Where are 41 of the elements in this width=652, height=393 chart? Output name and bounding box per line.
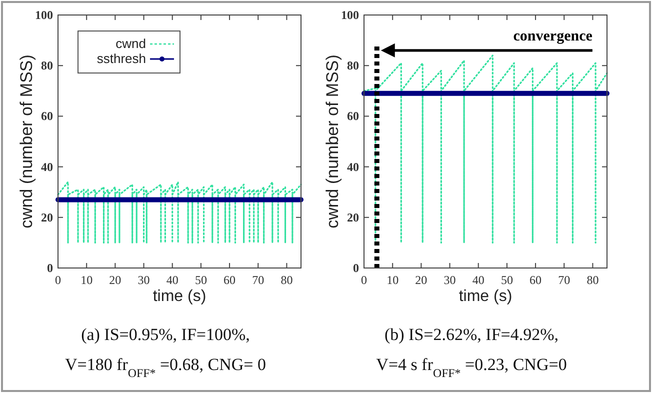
legend-label: cwnd xyxy=(116,36,146,51)
x-axis-title: time (s) xyxy=(458,288,512,305)
x-tick-label: 60 xyxy=(530,273,542,287)
line-series xyxy=(57,181,302,244)
y-tick-label: 80 xyxy=(347,58,359,73)
legend-label: ssthresh xyxy=(96,51,146,66)
x-tick-label: 50 xyxy=(500,273,513,287)
x-tick-label: 30 xyxy=(138,273,150,287)
x-tick-label: 40 xyxy=(166,273,178,287)
x-tick-label: 50 xyxy=(194,273,207,287)
y-tick-label: 80 xyxy=(41,58,53,73)
line-series xyxy=(363,54,608,244)
x-tick-label: 70 xyxy=(252,273,264,287)
y-tick-label: 0 xyxy=(353,261,359,275)
x-tick-label: 10 xyxy=(386,273,399,287)
y-tick-label: 40 xyxy=(347,160,359,174)
annotation: convergence xyxy=(513,28,593,44)
y-tick-label: 20 xyxy=(347,210,359,224)
text: V=4 s fr$_{OFF*}$=0.23, CNG=0 xyxy=(376,355,567,380)
x-axis-title: time (s) xyxy=(152,288,206,305)
y-axis-title: cwnd (number of MSS) xyxy=(323,54,342,228)
text: (a) IS=0.95%, IF=100%, xyxy=(81,325,250,344)
x-tick-label: 80 xyxy=(280,273,293,287)
y-tick-label: 20 xyxy=(41,210,53,224)
x-tick-label: 70 xyxy=(558,273,570,287)
y-tick-label: 100 xyxy=(341,8,359,22)
x-tick-label: 20 xyxy=(109,273,122,287)
x-tick-label: 60 xyxy=(224,273,236,287)
x-tick-label: 40 xyxy=(472,273,484,287)
y-tick-label: 60 xyxy=(347,109,359,124)
y-tick-label: 40 xyxy=(41,160,53,174)
y-tick-label: 60 xyxy=(41,109,53,124)
x-tick-label: 20 xyxy=(415,273,428,287)
x-tick-label: 10 xyxy=(80,273,93,287)
x-tick-label: 80 xyxy=(586,273,599,287)
y-axis-title: cwnd (number of MSS) xyxy=(17,54,36,228)
y-tick-label: 0 xyxy=(47,261,53,275)
x-tick-label: 30 xyxy=(444,273,456,287)
text: (b) IS=2.62%, IF=4.92%, xyxy=(384,325,559,344)
text: V=180 fr$_{OFF*}$=0.68, CNG= 0 xyxy=(64,355,266,380)
y-tick-label: 100 xyxy=(35,8,53,22)
